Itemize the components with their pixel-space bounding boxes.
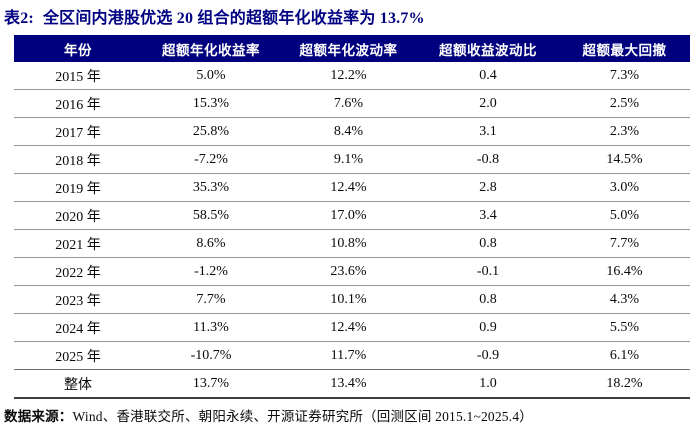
year-cell: 2015 年	[14, 62, 142, 90]
year-cell: 2025 年	[14, 341, 142, 370]
table-row: 2023 年 7.7% 10.1% 0.8 4.3%	[14, 285, 690, 314]
value-cell: 7.6%	[280, 89, 417, 118]
value-cell: -0.9	[417, 341, 559, 370]
table-body: 2015 年 5.0% 12.2% 0.4 7.3% 2016 年 15.3% 7.6% 2.0…	[14, 62, 690, 399]
data-source-note: 数据来源：Wind、香港联交所、朝阳永续、开源证券研究所（回测区间 2015.1…	[4, 405, 696, 425]
table-header: 年份 超额年化收益率 超额年化波动率 超额收益波动比 超额最大回撤	[14, 35, 690, 62]
table-row: 2021 年 8.6% 10.8% 0.8 7.7%	[14, 229, 690, 258]
table-title: 表2: 全区间内港股优选 20 组合的超额年化收益率为 13.7%	[4, 4, 696, 28]
year-cell: 2020 年	[14, 201, 142, 230]
year-cell: 2024 年	[14, 313, 142, 342]
value-cell: 9.1%	[280, 145, 417, 174]
table-number-label: 表2:	[4, 10, 34, 27]
value-cell: 18.2%	[559, 369, 690, 399]
header-row: 年份 超额年化收益率 超额年化波动率 超额收益波动比 超额最大回撤	[14, 35, 690, 62]
value-cell: 0.4	[417, 62, 559, 90]
value-cell: 2.5%	[559, 89, 690, 118]
column-header: 超额最大回撤	[559, 35, 690, 62]
value-cell: 25.8%	[142, 117, 280, 146]
table-row: 2024 年 11.3% 12.4% 0.9 5.5%	[14, 313, 690, 342]
value-cell: -1.2%	[142, 257, 280, 286]
value-cell: 7.7%	[142, 285, 280, 314]
value-cell: 16.4%	[559, 257, 690, 286]
table-row: 2015 年 5.0% 12.2% 0.4 7.3%	[14, 62, 690, 90]
column-header: 超额收益波动比	[417, 35, 559, 62]
value-cell: 3.0%	[559, 173, 690, 202]
table-row: 2016 年 15.3% 7.6% 2.0 2.5%	[14, 89, 690, 118]
table-row: 2018 年 -7.2% 9.1% -0.8 14.5%	[14, 145, 690, 174]
value-cell: 12.4%	[280, 173, 417, 202]
value-cell: 8.6%	[142, 229, 280, 258]
value-cell: -0.8	[417, 145, 559, 174]
table-row: 2019 年 35.3% 12.4% 2.8 3.0%	[14, 173, 690, 202]
year-cell: 2016 年	[14, 89, 142, 118]
value-cell: 12.2%	[280, 62, 417, 90]
value-cell: 23.6%	[280, 257, 417, 286]
data-source-text: Wind、香港联交所、朝阳永续、开源证券研究所（回测区间 2015.1~2025…	[72, 409, 533, 424]
value-cell: 0.8	[417, 285, 559, 314]
value-cell: 1.0	[417, 369, 559, 399]
year-cell: 2023 年	[14, 285, 142, 314]
column-header: 超额年化波动率	[280, 35, 417, 62]
value-cell: 10.1%	[280, 285, 417, 314]
value-cell: 14.5%	[559, 145, 690, 174]
table-row: 整体 13.7% 13.4% 1.0 18.2%	[14, 369, 690, 399]
value-cell: -0.1	[417, 257, 559, 286]
column-header: 超额年化收益率	[142, 35, 280, 62]
value-cell: 17.0%	[280, 201, 417, 230]
table-title-text: 全区间内港股优选 20 组合的超额年化收益率为 13.7%	[42, 10, 425, 27]
year-cell: 整体	[14, 369, 142, 399]
year-cell: 2018 年	[14, 145, 142, 174]
report-table: 年份 超额年化收益率 超额年化波动率 超额收益波动比 超额最大回撤 2015 年 5.0%…	[14, 35, 690, 399]
value-cell: 10.8%	[280, 229, 417, 258]
value-cell: 0.9	[417, 313, 559, 342]
value-cell: 3.4	[417, 201, 559, 230]
value-cell: 6.1%	[559, 341, 690, 370]
value-cell: 11.7%	[280, 341, 417, 370]
value-cell: 5.0%	[559, 201, 690, 230]
value-cell: -10.7%	[142, 341, 280, 370]
data-source-label: 数据来源：	[4, 409, 73, 424]
value-cell: 2.8	[417, 173, 559, 202]
value-cell: 2.3%	[559, 117, 690, 146]
value-cell: 0.8	[417, 229, 559, 258]
value-cell: 8.4%	[280, 117, 417, 146]
table-row: 2025 年 -10.7% 11.7% -0.9 6.1%	[14, 341, 690, 370]
value-cell: 7.7%	[559, 229, 690, 258]
value-cell: 15.3%	[142, 89, 280, 118]
value-cell: -7.2%	[142, 145, 280, 174]
value-cell: 11.3%	[142, 313, 280, 342]
value-cell: 13.7%	[142, 369, 280, 399]
value-cell: 58.5%	[142, 201, 280, 230]
value-cell: 7.3%	[559, 62, 690, 90]
table-row: 2020 年 58.5% 17.0% 3.4 5.0%	[14, 201, 690, 230]
value-cell: 13.4%	[280, 369, 417, 399]
year-cell: 2022 年	[14, 257, 142, 286]
year-cell: 2021 年	[14, 229, 142, 258]
value-cell: 3.1	[417, 117, 559, 146]
value-cell: 12.4%	[280, 313, 417, 342]
value-cell: 5.0%	[142, 62, 280, 90]
value-cell: 35.3%	[142, 173, 280, 202]
year-cell: 2019 年	[14, 173, 142, 202]
value-cell: 4.3%	[559, 285, 690, 314]
year-cell: 2017 年	[14, 117, 142, 146]
column-header: 年份	[14, 35, 142, 62]
table-row: 2017 年 25.8% 8.4% 3.1 2.3%	[14, 117, 690, 146]
value-cell: 5.5%	[559, 313, 690, 342]
table-row: 2022 年 -1.2% 23.6% -0.1 16.4%	[14, 257, 690, 286]
value-cell: 2.0	[417, 89, 559, 118]
